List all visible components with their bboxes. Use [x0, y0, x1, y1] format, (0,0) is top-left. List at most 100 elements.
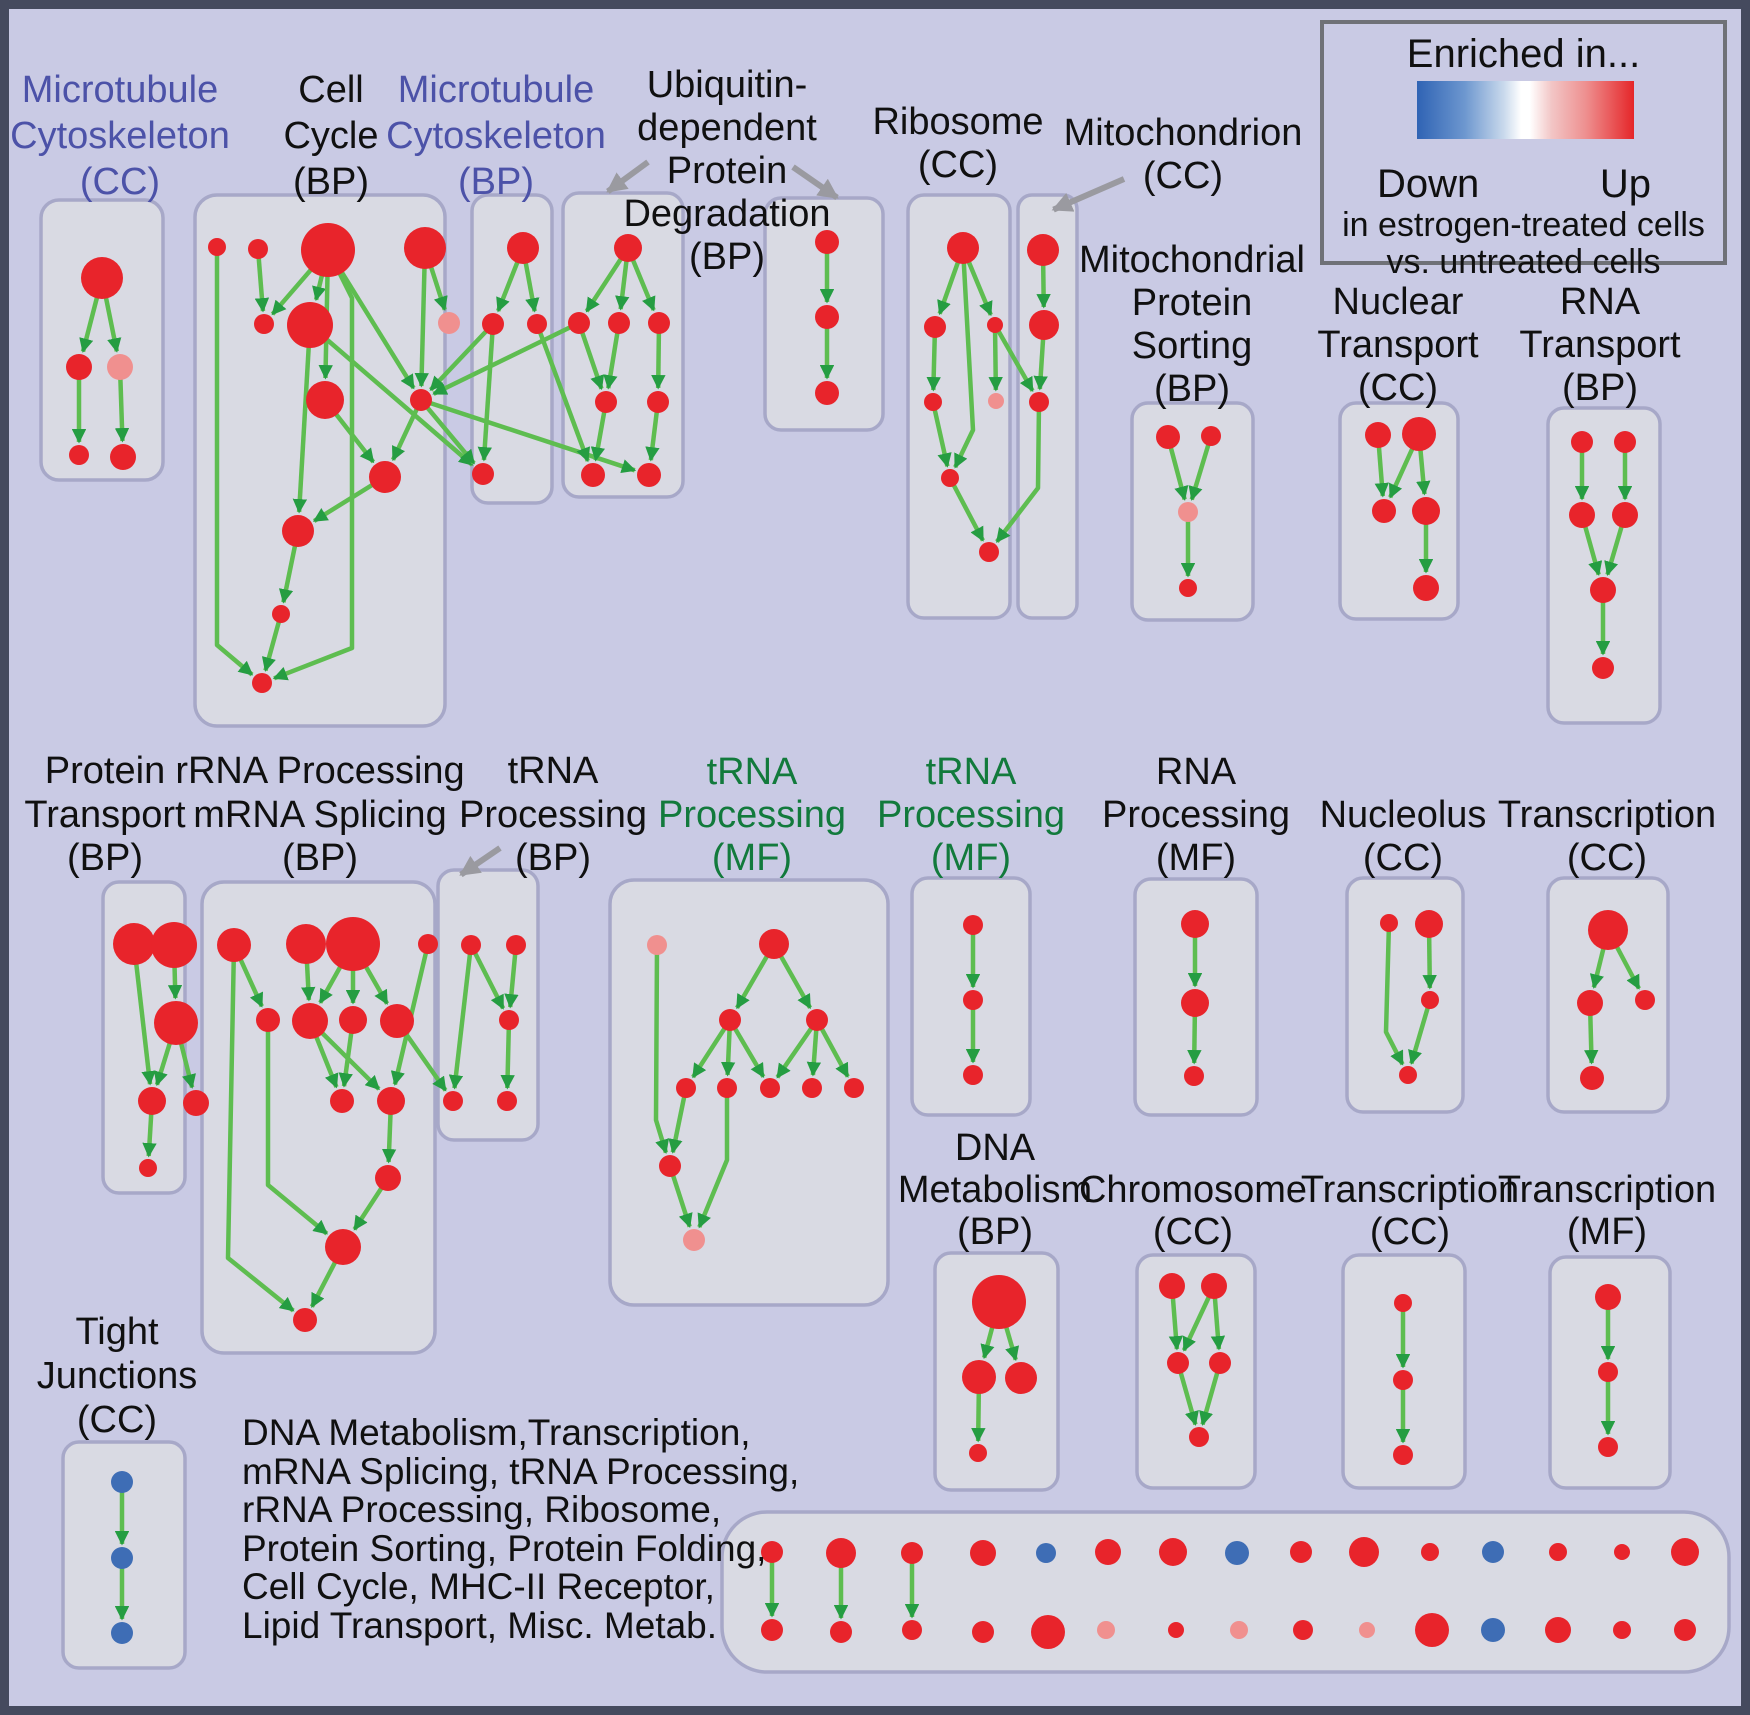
- node-nt1: [1402, 417, 1436, 451]
- cluster-box-chromosome: [1135, 1253, 1257, 1490]
- node-ms0: [1156, 425, 1180, 449]
- node-c11: [272, 605, 290, 623]
- node-a2: [107, 354, 133, 380]
- node-z1t: [826, 1538, 856, 1568]
- node-z0t: [761, 1541, 783, 1563]
- edge-r4-r11: [265, 1020, 329, 1236]
- node-j1: [111, 1547, 133, 1569]
- cluster-box-ubiq-deg: [561, 191, 685, 499]
- cluster-label-cell-cycle: (BP): [293, 161, 369, 203]
- node-qb5: [844, 1078, 864, 1098]
- misc-text-line: Cell Cycle, MHC-II Receptor,: [242, 1566, 715, 1607]
- legend-caption-line2: vs. untreated cells: [1386, 243, 1661, 281]
- node-tc2: [1635, 990, 1655, 1010]
- cluster-label-trna-mf-1: tRNA: [707, 751, 798, 793]
- misc-clusters-text: DNA Metabolism,Transcription, mRNA Splic…: [242, 1412, 799, 1645]
- node-d3: [969, 1444, 987, 1462]
- node-R5: [941, 469, 959, 487]
- node-t0: [461, 935, 481, 955]
- edge-m2-u6: [534, 323, 591, 463]
- node-c3: [404, 227, 446, 269]
- node-h2: [1167, 1352, 1189, 1374]
- node-c2: [301, 223, 355, 277]
- cluster-label-mt-cc: Cytoskeleton: [10, 115, 230, 157]
- cluster-label-ribosome: Ribosome: [872, 101, 1043, 143]
- edge-R3-R5: [930, 401, 952, 468]
- edge-m1-mb: [477, 323, 496, 462]
- node-R6: [979, 542, 999, 562]
- legend-box: Enriched in... Down Up in estrogen-treat…: [1320, 20, 1727, 281]
- node-r3: [418, 934, 438, 954]
- node-v2: [815, 381, 839, 405]
- edge-ms1-ms2: [1188, 435, 1214, 501]
- cluster-label-chromosome: Chromosome: [1079, 1169, 1307, 1211]
- node-j0: [111, 1471, 133, 1493]
- node-qb4: [802, 1078, 822, 1098]
- node-qL: [659, 1155, 681, 1177]
- legend-up-label: Up: [1599, 162, 1651, 206]
- node-rt2: [1569, 502, 1595, 528]
- cluster-label-tight-junctions: (CC): [77, 1399, 157, 1441]
- node-z10t: [1421, 1543, 1439, 1561]
- cluster-label-mito-sorting: (BP): [1154, 368, 1230, 410]
- edge-qb1-qL: [668, 1087, 689, 1154]
- node-a1: [66, 354, 92, 380]
- node-qb3: [760, 1078, 780, 1098]
- cluster-label-transcription-mf: (MF): [1567, 1211, 1647, 1253]
- node-x2: [1393, 1445, 1413, 1465]
- edge-p0-p3: [131, 943, 156, 1086]
- node-z9b: [1359, 1622, 1375, 1638]
- node-ms1: [1201, 426, 1221, 446]
- node-r4: [256, 1008, 280, 1032]
- node-R1: [924, 316, 946, 338]
- node-c12: [252, 673, 272, 693]
- node-ms3: [1179, 579, 1197, 597]
- edge-c2-c8: [326, 248, 416, 390]
- node-d1: [962, 1360, 996, 1394]
- cluster-label-ubiq-deg: (BP): [689, 236, 765, 278]
- cluster-label-mt-bp: (BP): [458, 161, 534, 203]
- node-v0: [815, 230, 839, 254]
- node-z9t: [1349, 1537, 1379, 1567]
- node-p5: [139, 1159, 157, 1177]
- legend-caption-line1: in estrogen-treated cells: [1342, 206, 1705, 244]
- node-u1: [568, 312, 590, 334]
- node-r6: [339, 1006, 367, 1034]
- node-c1: [248, 239, 268, 259]
- misc-text-line: DNA Metabolism,Transcription,: [242, 1412, 751, 1453]
- edge-qp-qL: [653, 944, 670, 1154]
- node-z11b: [1481, 1618, 1505, 1642]
- cluster-label-cell-cycle: Cell: [298, 69, 363, 111]
- node-r8: [330, 1089, 354, 1113]
- node-tc3: [1580, 1066, 1604, 1090]
- node-w0: [1181, 910, 1209, 938]
- cluster-label-transcription-cc-mid: Transcription: [1498, 794, 1716, 836]
- cluster-label-transcription-mf: Transcription: [1498, 1169, 1716, 1211]
- cluster-label-ubiq-deg: Degradation: [623, 193, 830, 235]
- legend-title: Enriched in...: [1406, 32, 1641, 76]
- node-r1: [286, 924, 326, 964]
- node-mb: [472, 463, 494, 485]
- node-z5t: [1095, 1539, 1121, 1565]
- cluster-label-nuclear-transport: Nuclear: [1333, 281, 1464, 323]
- node-r2: [326, 917, 380, 971]
- node-w2: [1184, 1066, 1204, 1086]
- edge-c11-c12: [261, 613, 284, 672]
- edge-nl0-nl3: [1383, 922, 1405, 1066]
- node-z6t: [1159, 1538, 1187, 1566]
- edge-R2-M2: [993, 323, 1035, 392]
- node-p4: [183, 1090, 209, 1116]
- node-z4b: [1031, 1615, 1065, 1649]
- node-z7b: [1230, 1621, 1248, 1639]
- node-tc0: [1588, 910, 1628, 950]
- node-u6: [581, 463, 605, 487]
- cluster-label-transcription-cc-bot: (CC): [1370, 1211, 1450, 1253]
- node-nt0: [1365, 422, 1391, 448]
- node-z13t: [1614, 1544, 1630, 1560]
- node-p2: [154, 1001, 198, 1045]
- cluster-label-mitochondrion: Mitochondrion: [1064, 112, 1303, 154]
- node-ms2: [1178, 502, 1198, 522]
- node-z11t: [1482, 1541, 1504, 1563]
